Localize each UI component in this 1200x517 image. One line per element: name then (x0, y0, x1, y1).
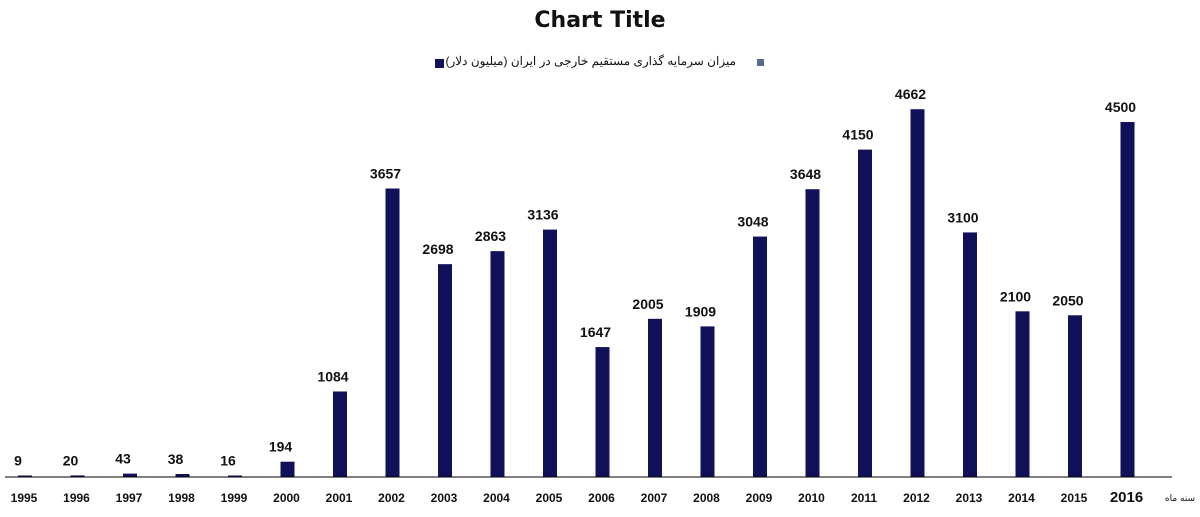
x-tick-label-2000: 2000 (273, 491, 300, 505)
data-label-2004: 2863 (475, 228, 506, 244)
bar-2012 (910, 109, 925, 477)
x-unit-label: سنه ماه (1165, 494, 1195, 504)
data-label-2011: 4150 (842, 127, 873, 143)
x-tick-label-2014: 2014 (1008, 491, 1035, 505)
data-label-2010: 3648 (790, 166, 821, 182)
x-tick-label-1997: 1997 (116, 491, 143, 505)
data-label-2015: 2050 (1052, 292, 1083, 308)
bar-1997 (123, 473, 137, 477)
data-label-2014: 2100 (1000, 288, 1031, 304)
x-tick-label-2004: 2004 (483, 491, 510, 505)
bar-1996 (70, 475, 85, 477)
bar-2004 (490, 251, 505, 477)
chart-title: Chart Title (534, 8, 666, 33)
x-tick-label-2001: 2001 (326, 491, 353, 505)
data-label-1996: 20 (63, 452, 79, 468)
legend-swatch-secondary (757, 59, 764, 66)
x-tick-label-2011: 2011 (851, 491, 877, 505)
x-tick-label-1999: 1999 (221, 491, 248, 505)
bar-2015 (1068, 315, 1082, 477)
bar-2011 (858, 149, 872, 477)
bar-2014 (1015, 311, 1030, 477)
bar-2013 (963, 232, 977, 477)
x-tick-label-2003: 2003 (431, 491, 458, 505)
bar-2005 (543, 229, 557, 477)
x-tick-label-2005: 2005 (536, 491, 563, 505)
x-tick-labels: 1995 1996 1997 1998 1999 2000 2001 2002 2003 2004… (11, 489, 1144, 506)
bar-1999 (228, 475, 242, 477)
data-label-2009: 3048 (737, 214, 768, 230)
bars-group (18, 109, 1135, 478)
data-label-2000: 194 (269, 439, 293, 455)
data-label-2013: 3100 (947, 209, 978, 225)
bar-2002 (385, 188, 400, 477)
bar-2010 (805, 189, 820, 478)
x-tick-label-2006: 2006 (588, 491, 615, 505)
data-label-2002: 3657 (370, 166, 401, 182)
bar-1995 (18, 475, 32, 477)
x-tick-label-2008: 2008 (693, 491, 720, 505)
bar-2003 (438, 264, 452, 477)
x-tick-label-1998: 1998 (168, 491, 195, 505)
x-tick-label-2013: 2013 (956, 491, 983, 505)
x-tick-label-2002: 2002 (378, 491, 405, 505)
data-label-1998: 38 (168, 451, 184, 467)
bar-1998 (175, 474, 190, 477)
x-tick-label-2007: 2007 (641, 491, 668, 505)
data-label-2012: 4662 (895, 86, 926, 102)
x-tick-label-2009: 2009 (746, 491, 773, 505)
legend-label-series: میزان سرمایه گذاری مستقیم خارجی در ایران… (445, 54, 736, 68)
data-label-2007: 2005 (632, 296, 663, 312)
data-label-1997: 43 (115, 451, 131, 467)
data-label-2005: 3136 (527, 207, 558, 223)
bar-2008 (700, 326, 715, 477)
x-tick-label-1996: 1996 (63, 491, 90, 505)
data-label-1999: 16 (220, 453, 236, 469)
data-label-2001: 1084 (317, 368, 348, 384)
x-tick-label-2010: 2010 (798, 491, 825, 505)
data-label-2006: 1647 (580, 324, 611, 340)
bar-2001 (333, 391, 347, 477)
x-tick-label-1995: 1995 (11, 491, 38, 505)
x-tick-label-2016: 2016 (1110, 489, 1143, 506)
x-tick-label-2015: 2015 (1061, 491, 1088, 505)
legend: میزان سرمایه گذاری مستقیم خارجی در ایران… (430, 52, 770, 72)
data-label-2003: 2698 (422, 241, 453, 257)
legend-swatch-series (435, 59, 444, 68)
bar-2009 (753, 236, 767, 477)
bar-2006 (595, 347, 610, 477)
data-label-2016: 4500 (1105, 99, 1136, 115)
data-labels: 9 20 43 38 16 194 1084 3657 2698 2863 3136 1647 2005… (14, 86, 1136, 468)
data-label-1995: 9 (14, 453, 22, 469)
bar-2000 (280, 461, 295, 477)
bar-2016 (1120, 122, 1135, 477)
data-label-2008: 1909 (685, 303, 716, 319)
bar-2007 (648, 318, 662, 477)
x-tick-label-2012: 2012 (903, 491, 930, 505)
